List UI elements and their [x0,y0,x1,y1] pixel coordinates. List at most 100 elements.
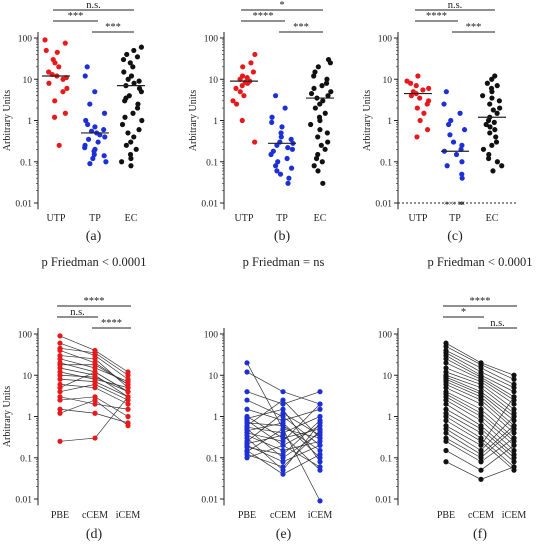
data-point [478,365,484,371]
data-point [280,471,286,477]
data-point [443,360,449,366]
data-point [478,430,484,436]
data-point [92,362,98,368]
data-point [244,360,250,366]
data-point [82,145,88,151]
data-point [128,139,134,145]
data-point [248,60,254,66]
data-point [322,110,328,116]
x-category-label: cCEM [82,510,108,521]
data-point [415,73,421,79]
data-point [511,442,517,448]
data-point [443,430,449,436]
data-point [244,389,250,395]
data-point [453,151,460,158]
data-point [317,432,323,438]
data-point [478,413,484,420]
data-point [459,175,465,181]
y-tick-label: 1 [213,117,218,127]
data-point [484,80,490,86]
data-point [492,73,498,79]
data-point [511,372,517,378]
data-point [328,89,334,95]
data-point [459,159,465,165]
data-point [278,130,284,136]
data-point [125,389,131,395]
data-point [417,117,423,124]
data-point [130,64,136,70]
data-point [324,76,330,82]
data-point [278,134,284,140]
significance-label: **** [426,11,447,22]
x-category-label: PBE [238,510,256,521]
data-point [119,159,125,165]
data-point [280,438,286,444]
x-category-label: PBE [437,510,455,521]
data-point [317,117,323,124]
data-point [128,163,134,169]
data-point [478,467,484,473]
data-point [478,426,484,432]
panel-label: (f) [473,527,487,542]
data-point [285,180,291,186]
data-point [311,73,317,79]
data-point [317,127,323,133]
data-point [327,60,333,66]
data-point [493,139,500,145]
data-point [51,114,58,120]
data-point [125,385,131,391]
data-point [133,146,139,152]
data-point [269,114,275,120]
data-point [494,110,500,116]
data-point [478,406,484,412]
data-point [478,476,484,482]
data-point [275,159,281,165]
significance-label: *** [293,22,309,33]
data-point [280,447,286,454]
y-tick-label: 10 [209,372,219,382]
data-point [443,343,449,350]
data-point [57,376,63,382]
data-point [414,105,420,111]
data-point [489,95,495,101]
y-tick-label: 1 [387,117,392,127]
y-axis-title: Arbitrary Units [2,386,13,447]
data-point [315,64,321,70]
data-point [136,127,142,133]
data-point [443,447,449,454]
data-point [319,159,325,165]
data-point [317,498,323,504]
y-tick-label: 0.01 [375,496,392,506]
data-point [52,60,58,66]
data-point [511,464,517,470]
data-point [487,124,493,130]
data-point [511,426,517,432]
data-point [87,101,93,107]
below-limit-point: × [444,199,449,208]
data-point [60,76,66,82]
data-point [64,85,70,92]
data-point [478,401,484,407]
significance-label: n.s. [448,0,463,11]
data-point [426,85,432,92]
data-point [289,146,296,152]
data-point [101,127,107,133]
x-category-label: TP [276,213,288,224]
data-point [95,139,101,145]
data-point [92,124,98,130]
data-point [268,151,274,158]
data-point [497,105,503,111]
data-point [443,426,449,432]
data-point [57,406,63,412]
data-point [317,389,323,395]
panel-label: (c) [447,229,463,244]
data-point [511,459,517,465]
data-point [318,142,324,148]
data-point [490,107,496,113]
data-point [244,397,250,403]
data-point [478,397,484,403]
data-point [499,163,505,169]
data-point [317,413,323,420]
data-point [511,430,517,436]
